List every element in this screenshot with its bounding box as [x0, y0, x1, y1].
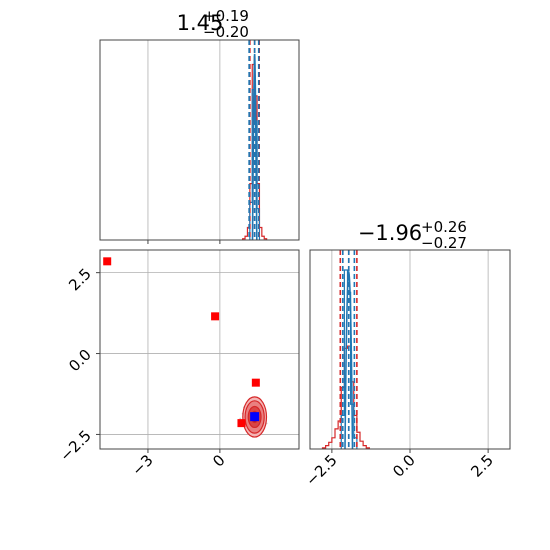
title-param-2-lower: −0.27	[421, 234, 467, 252]
x-tick-label-0: −3	[128, 451, 156, 479]
title-param-2-value: −1.96	[358, 221, 422, 245]
scatter-contour-panel: −3 0 −2.5 0.0 2.5	[56, 249, 300, 479]
panel-frame	[99, 39, 300, 241]
histogram-param-2: −2.5 0.0 2.5	[302, 249, 511, 490]
y-tick-label-2: 2.5	[65, 265, 95, 295]
marker-red-1	[211, 312, 220, 321]
x-tick-label-1: 0	[209, 451, 228, 470]
density-curve-blue	[251, 53, 258, 241]
marker-red-2	[251, 378, 260, 387]
panel-frame	[99, 249, 300, 450]
marker-red-3	[237, 419, 246, 428]
density-curve-blue	[344, 269, 354, 450]
title-param-1-value: 1.45	[177, 11, 224, 35]
title-param-1-upper: +0.19	[203, 7, 249, 25]
x-tick-label-1: 0.0	[389, 451, 419, 481]
x-tick-label-0: −2.5	[302, 451, 340, 489]
x-tick-label-2: 2.5	[467, 451, 497, 481]
y-tick-label-1: 0.0	[65, 346, 95, 376]
histogram-param-1	[99, 39, 300, 244]
title-param-2-upper: +0.26	[421, 218, 467, 236]
title-param-1: 1.45	[177, 11, 224, 35]
title-param-2: −1.96	[358, 221, 422, 245]
marker-red-0	[103, 257, 112, 266]
y-tick-label-0: −2.5	[56, 427, 94, 465]
sample-point-1	[239, 417, 242, 420]
marker-blue-0	[250, 412, 260, 422]
title-param-1-lower: −0.20	[203, 23, 249, 41]
